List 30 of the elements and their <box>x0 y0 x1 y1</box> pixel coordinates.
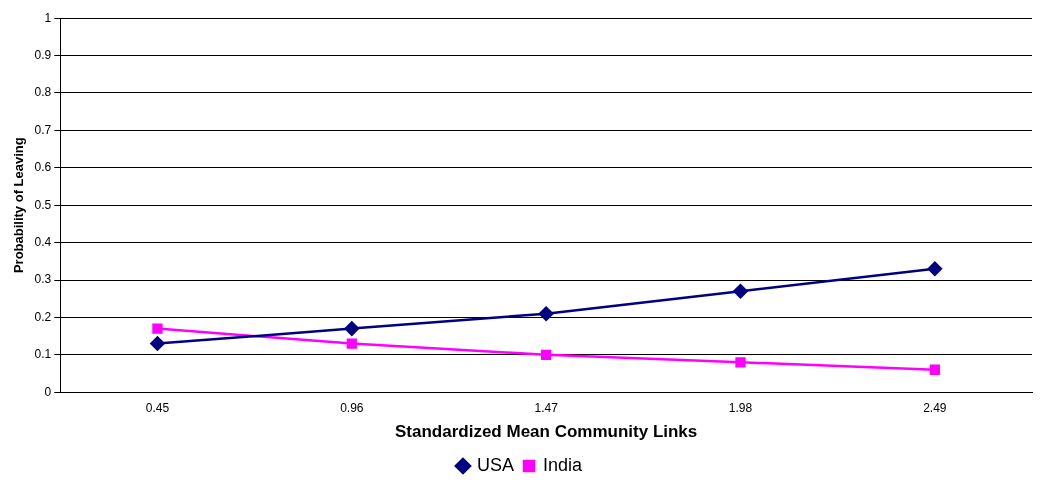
point <box>346 338 357 349</box>
x-tick-label: 1.47 <box>534 400 559 415</box>
y-tick-label: 0.8 <box>34 85 52 100</box>
y-tick-label: 0.5 <box>34 197 52 212</box>
y-tick-label: 0.2 <box>34 309 52 324</box>
point <box>152 323 163 334</box>
point <box>927 261 943 277</box>
x-axis-title: Standardized Mean Community Links <box>395 422 698 442</box>
point <box>150 336 165 351</box>
point <box>344 321 360 336</box>
x-tick-label: 0.96 <box>340 400 364 415</box>
y-tick-label: 0.9 <box>34 47 52 62</box>
x-tick-label: 1.98 <box>728 400 753 415</box>
y-tick-label: 0.4 <box>34 234 52 249</box>
y-axis-title: Probability of Leaving <box>11 137 27 274</box>
x-tick-label: 2.49 <box>923 400 947 415</box>
legend-label: India <box>542 454 584 475</box>
y-tick-label: 0.3 <box>34 272 52 287</box>
y-tick-label: 1 <box>44 10 52 25</box>
point <box>735 357 746 368</box>
point <box>541 349 552 360</box>
y-tick-label: 0.7 <box>34 122 52 137</box>
point <box>733 283 748 299</box>
x-tick-label: 0.45 <box>145 400 170 415</box>
point <box>929 364 940 375</box>
point <box>538 306 554 321</box>
y-tick-label: 0.1 <box>34 347 52 362</box>
y-tick-label: 0.6 <box>34 160 52 175</box>
legend-label: USA <box>476 454 514 475</box>
y-tick-label: 0 <box>44 384 52 399</box>
